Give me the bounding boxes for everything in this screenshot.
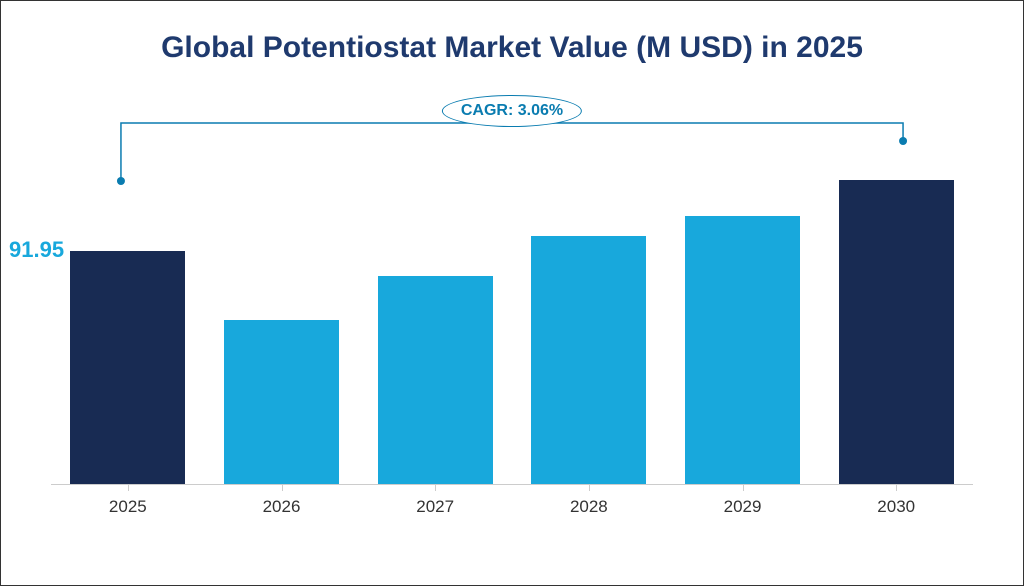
bar-slot (819, 155, 973, 484)
x-tick-label: 2027 (358, 485, 512, 525)
x-tick-label: 2026 (205, 485, 359, 525)
bar (685, 216, 800, 484)
bar-slot (205, 155, 359, 484)
bar (378, 276, 493, 484)
first-bar-value-label: 91.95 (9, 237, 64, 263)
plot-area: 91.95 (51, 155, 973, 485)
x-tick-label: 2028 (512, 485, 666, 525)
bar-slot (358, 155, 512, 484)
x-tick-label: 2025 (51, 485, 205, 525)
bar (70, 251, 185, 484)
chart-title: Global Potentiostat Market Value (M USD)… (51, 31, 973, 65)
x-axis: 202520262027202820292030 (51, 485, 973, 525)
bracket-endpoint-right (899, 137, 907, 145)
bar (531, 236, 646, 484)
chart-area: CAGR: 3.06% 91.95 2025202620272028202920… (51, 85, 973, 525)
x-tick-label: 2029 (666, 485, 820, 525)
cagr-label: CAGR: 3.06% (442, 95, 582, 127)
bar-slot (512, 155, 666, 484)
bar (839, 180, 954, 484)
chart-frame: Global Potentiostat Market Value (M USD)… (0, 0, 1024, 586)
x-tick-label: 2030 (819, 485, 973, 525)
bars-container: 91.95 (51, 155, 973, 484)
bar-slot: 91.95 (51, 155, 205, 484)
bar (224, 320, 339, 485)
bar-slot (666, 155, 820, 484)
